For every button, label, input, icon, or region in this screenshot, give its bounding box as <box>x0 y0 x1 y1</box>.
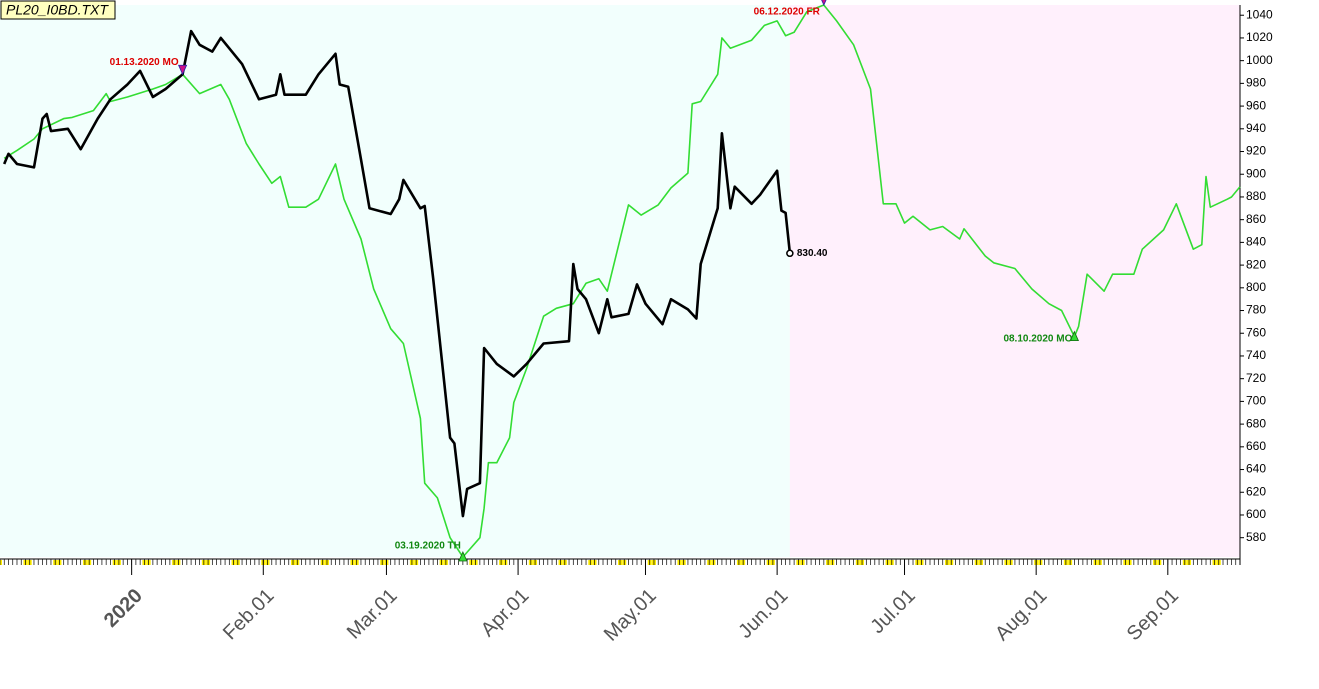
signal-label: 03.19.2020 TH <box>395 541 461 552</box>
y-tick-label: 980 <box>1246 76 1266 90</box>
y-tick-label: 940 <box>1246 121 1266 135</box>
chart-title: PL20_I0BD.TXT <box>6 2 109 18</box>
day-cell <box>0 560 2 565</box>
y-tick-label: 740 <box>1246 348 1266 362</box>
series-line <box>3 4 1241 558</box>
y-tick-label: 600 <box>1246 507 1266 521</box>
y-tick-label: 680 <box>1246 416 1266 430</box>
y-tick-label: 1020 <box>1246 30 1273 44</box>
y-tick-label: 960 <box>1246 98 1266 112</box>
y-tick-label: 620 <box>1246 484 1266 498</box>
y-tick-label: 820 <box>1246 257 1266 271</box>
y-tick-label: 700 <box>1246 394 1266 408</box>
signal-arrow <box>1069 330 1079 342</box>
x-tick-label: Sep.01 <box>1123 585 1183 645</box>
y-tick-label: 920 <box>1246 144 1266 158</box>
y-tick-label: 1040 <box>1246 7 1273 21</box>
title-box <box>0 0 116 20</box>
y-tick-label: 900 <box>1246 166 1266 180</box>
x-tick-label: Jun.01 <box>734 585 792 643</box>
y-tick-label: 640 <box>1246 462 1266 476</box>
y-tick-label: 800 <box>1246 280 1266 294</box>
y-tick-label: 760 <box>1246 325 1266 339</box>
y-tick-label: 1000 <box>1246 53 1273 67</box>
signal-arrow <box>458 551 468 562</box>
forecast-area <box>789 5 1240 557</box>
y-tick-label: 860 <box>1246 212 1266 226</box>
signal-label: 08.10.2020 MO <box>1003 333 1072 344</box>
signal-label: 01.13.2020 MO <box>110 57 179 68</box>
x-tick-label: 2020 <box>100 585 147 632</box>
x-tick-label: Jul.01 <box>866 585 919 638</box>
y-tick-label: 580 <box>1246 530 1266 544</box>
x-tick-label: May.01 <box>600 585 661 646</box>
y-tick-label: 720 <box>1246 371 1266 385</box>
x-tick-label: Mar.01 <box>343 585 402 644</box>
last-point <box>786 249 794 258</box>
x-tick-label: Feb.01 <box>219 585 279 645</box>
y-tick-label: 880 <box>1246 189 1266 203</box>
signal-arrow <box>177 64 188 76</box>
y-tick-label: 840 <box>1246 235 1266 249</box>
value-label: 830.40 <box>797 248 828 259</box>
y-tick-label: 660 <box>1246 439 1266 453</box>
signal-arrow <box>821 0 827 6</box>
x-tick-label: Apr.01 <box>477 585 533 641</box>
series-line <box>3 29 792 518</box>
history-area <box>0 5 790 557</box>
y-tick-label: 780 <box>1246 303 1266 317</box>
signal-label: 06.12.2020 FR <box>754 7 821 18</box>
x-tick-label: Aug.01 <box>991 585 1051 645</box>
